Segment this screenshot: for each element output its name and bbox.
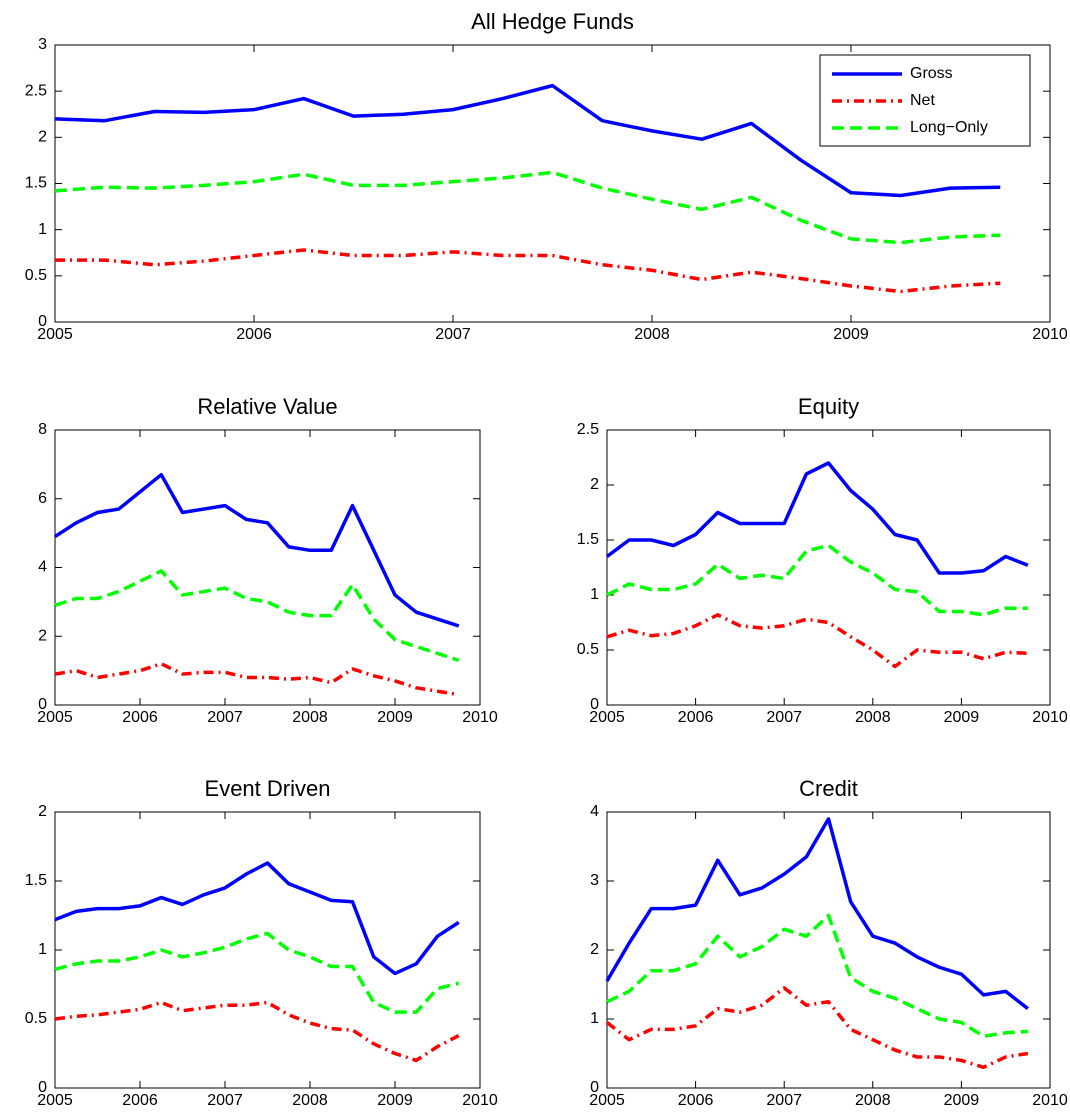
series-line	[55, 248, 1001, 294]
legend-label: Net	[910, 92, 935, 109]
x-tick-label: 2007	[207, 1092, 243, 1109]
y-tick-label: 1	[38, 941, 47, 958]
y-tick-label: 0	[590, 696, 599, 713]
x-tick-label: 2009	[833, 326, 869, 343]
x-tick-label: 2010	[462, 1092, 498, 1109]
y-tick-label: 3	[590, 872, 599, 889]
x-tick-label: 2006	[122, 1092, 158, 1109]
y-tick-label: 8	[38, 421, 47, 438]
series-line	[605, 461, 1029, 575]
y-tick-label: 1.5	[25, 872, 47, 889]
x-tick-label: 2007	[435, 326, 471, 343]
x-tick-label: 2007	[766, 709, 802, 726]
chart-title: Credit	[799, 776, 858, 801]
x-tick-label: 2005	[37, 709, 73, 726]
x-tick-label: 2005	[37, 326, 73, 343]
legend-label: Gross	[910, 65, 953, 82]
y-tick-label: 1.5	[25, 175, 47, 192]
chart-title: All Hedge Funds	[471, 9, 634, 34]
y-tick-label: 2.5	[25, 82, 47, 99]
y-tick-label: 1	[38, 221, 47, 238]
chart-title: Relative Value	[197, 394, 337, 419]
x-tick-label: 2010	[1032, 709, 1068, 726]
x-tick-label: 2008	[855, 1092, 891, 1109]
series-line	[606, 613, 1028, 669]
series-line	[54, 931, 460, 1014]
x-tick-label: 2005	[589, 1092, 625, 1109]
x-tick-label: 2006	[678, 709, 714, 726]
y-tick-label: 3	[38, 36, 47, 53]
x-tick-label: 2010	[1032, 326, 1068, 343]
y-tick-label: 2	[38, 803, 47, 820]
y-tick-label: 0.5	[577, 641, 599, 658]
y-tick-label: 4	[590, 803, 599, 820]
y-tick-label: 2	[590, 941, 599, 958]
y-tick-label: 1	[590, 586, 599, 603]
axes-box	[606, 811, 1051, 1089]
y-tick-label: 2.5	[577, 421, 599, 438]
y-tick-label: 0	[38, 696, 47, 713]
y-tick-label: 2	[590, 476, 599, 493]
series-line	[54, 83, 1001, 198]
y-tick-label: 2	[38, 129, 47, 146]
series-line	[54, 662, 460, 697]
axes-box	[606, 429, 1051, 706]
x-tick-label: 2010	[462, 709, 498, 726]
x-tick-label: 2009	[944, 709, 980, 726]
series-line	[54, 1000, 460, 1063]
y-tick-label: 2	[38, 627, 47, 644]
y-tick-label: 0	[590, 1079, 599, 1096]
x-tick-label: 2010	[1032, 1092, 1068, 1109]
x-tick-label: 2006	[236, 326, 272, 343]
x-tick-label: 2007	[766, 1092, 802, 1109]
x-tick-label: 2009	[944, 1092, 980, 1109]
y-tick-label: 1	[590, 1010, 599, 1027]
x-tick-label: 2008	[292, 1092, 328, 1109]
x-tick-label: 2009	[377, 1092, 413, 1109]
y-tick-label: 0.5	[25, 1010, 47, 1027]
chart-title: Equity	[798, 394, 859, 419]
series-line	[606, 543, 1028, 617]
series-line	[605, 817, 1029, 1011]
y-tick-label: 0	[38, 313, 47, 330]
chart-title: Event Driven	[205, 776, 331, 801]
x-tick-label: 2008	[292, 709, 328, 726]
x-tick-label: 2009	[377, 709, 413, 726]
x-tick-label: 2006	[678, 1092, 714, 1109]
x-tick-label: 2005	[37, 1092, 73, 1109]
y-tick-label: 0	[38, 1079, 47, 1096]
series-line	[605, 986, 1029, 1070]
series-line	[54, 472, 460, 628]
x-tick-label: 2006	[122, 709, 158, 726]
axes-box	[54, 429, 481, 706]
x-tick-label: 2008	[634, 326, 670, 343]
x-tick-label: 2007	[207, 709, 243, 726]
y-tick-label: 1.5	[577, 531, 599, 548]
x-tick-label: 2008	[855, 709, 891, 726]
y-tick-label: 6	[38, 490, 47, 507]
x-tick-label: 2005	[589, 709, 625, 726]
y-tick-label: 4	[38, 559, 47, 576]
series-line	[606, 913, 1028, 1038]
y-tick-label: 0.5	[25, 267, 47, 284]
series-line	[54, 170, 1001, 245]
axes-box	[54, 811, 481, 1089]
legend-label: Long−Only	[910, 119, 988, 136]
series-line	[54, 861, 460, 976]
series-line	[54, 569, 460, 662]
